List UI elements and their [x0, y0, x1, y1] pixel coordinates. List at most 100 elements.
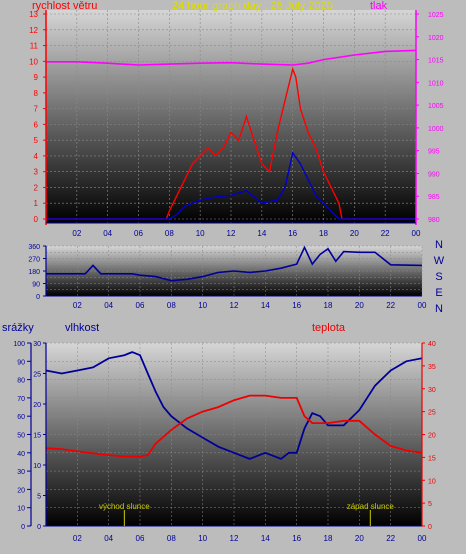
humidity-x-tick-label: 04 [104, 534, 113, 543]
wind-x-tick-label: 14 [257, 229, 266, 238]
rain-y-tick-label: 20 [17, 487, 25, 494]
wind-y-tick-label: 6 [34, 120, 39, 129]
series-temperature [45, 394, 423, 458]
wind-axis-label: rychlost větru [32, 0, 97, 12]
rain-y-tick-label: 10 [17, 506, 25, 513]
direction-y-tick-label: 0 [36, 294, 40, 301]
wind-x-tick-label: 02 [72, 229, 81, 238]
direction-y-tick-label: 360 [28, 244, 40, 251]
direction-y-tick-label: 270 [28, 257, 40, 264]
humidity-x-tick-label: 00 [418, 534, 427, 543]
pressure-y-tick-label: 995 [428, 149, 440, 156]
pressure-y-tick-label: 1025 [428, 12, 444, 19]
direction-x-tick-label: 16 [292, 301, 301, 310]
wind-y-tick-label: 3 [34, 168, 39, 177]
humidity-axis-label: vlhkost [65, 322, 99, 334]
wind-y-tick-label: 11 [30, 42, 39, 51]
temperature-y-tick-label: 35 [428, 364, 436, 371]
series-pressure [46, 49, 417, 66]
wind-x-tick-label: 00 [412, 229, 421, 238]
humidity-x-tick-label: 10 [198, 534, 207, 543]
direction-x-tick-label: 12 [230, 301, 239, 310]
direction-x-tick-label: 00 [418, 301, 427, 310]
pressure-axis-label: tlak [370, 0, 388, 12]
temperature-y-tick-label: 20 [428, 433, 436, 440]
direction-x-tick-label: 18 [324, 301, 333, 310]
chart-title: 24 hour graph day : 26 July 2020 [172, 0, 333, 12]
rain-y-tick-label: 0 [21, 524, 25, 531]
wind-y-tick-label: 10 [29, 57, 38, 66]
direction-x-tick-label: 02 [73, 301, 82, 310]
pressure-y-tick-label: 985 [428, 194, 440, 201]
rain-y-tick-label: 90 [17, 359, 25, 366]
direction-x-tick-label: 10 [198, 301, 207, 310]
wind-x-tick-label: 08 [165, 229, 174, 238]
wind-y-tick-label: 1 [34, 199, 39, 208]
wind-y-tick-label: 13 [29, 10, 38, 19]
temperature-y-tick-label: 15 [428, 455, 436, 462]
pressure-y-tick-label: 990 [428, 171, 440, 178]
wind-x-tick-label: 16 [288, 229, 297, 238]
sunset-label: západ slunce [347, 502, 395, 511]
compass-label-s: S [435, 271, 442, 283]
direction-y-tick-label: 90 [32, 282, 40, 289]
humidity-y-tick-label: 10 [33, 463, 41, 470]
series-humidity [45, 351, 423, 460]
humidity-y-tick-label: 25 [33, 372, 41, 379]
humidity-y-tick-label: 30 [33, 341, 41, 348]
humidity-x-tick-label: 08 [167, 534, 176, 543]
series-average [46, 151, 416, 220]
humidity-x-tick-label: 06 [136, 534, 145, 543]
direction-x-tick-label: 20 [355, 301, 364, 310]
compass-label-e: E [435, 287, 442, 299]
wind-y-tick-label: 5 [34, 136, 39, 145]
humidity-x-tick-label: 16 [292, 534, 301, 543]
wind-y-tick-label: 7 [34, 105, 39, 114]
humidity-x-tick-label: 20 [355, 534, 364, 543]
humidity-y-tick-label: 20 [33, 402, 41, 409]
wind-y-tick-label: 4 [34, 152, 39, 161]
temperature-y-tick-label: 0 [428, 524, 432, 531]
series-direction [46, 245, 423, 282]
humidity-y-tick-label: 0 [37, 524, 41, 531]
direction-y-tick-label: 180 [28, 269, 40, 276]
pressure-y-tick-label: 1015 [428, 58, 444, 65]
wind-x-tick-label: 12 [227, 229, 236, 238]
humidity-x-tick-label: 22 [386, 534, 395, 543]
wind-x-tick-label: 06 [134, 229, 143, 238]
temperature-y-tick-label: 5 [428, 501, 432, 508]
wind-x-tick-label: 20 [350, 229, 359, 238]
pressure-y-tick-label: 1005 [428, 103, 444, 110]
rain-axis-label: srážky [2, 322, 34, 334]
temperature-y-tick-label: 40 [428, 341, 436, 348]
rain-y-tick-label: 80 [17, 378, 25, 385]
compass-label-n: N [435, 239, 443, 251]
sunrise-label: východ slunce [99, 502, 150, 511]
wind-y-tick-label: 2 [34, 183, 39, 192]
wind-y-tick-label: 8 [34, 89, 39, 98]
humidity-x-tick-label: 18 [324, 534, 333, 543]
pressure-y-tick-label: 1010 [428, 80, 444, 87]
direction-x-tick-label: 04 [104, 301, 113, 310]
wind-x-tick-label: 04 [103, 229, 112, 238]
temperature-y-tick-label: 10 [428, 478, 436, 485]
wind-x-tick-label: 18 [319, 229, 328, 238]
wind-x-tick-label: 10 [196, 229, 205, 238]
pressure-y-tick-label: 1000 [428, 126, 444, 133]
series-gust [46, 66, 416, 220]
humidity-y-tick-label: 5 [37, 494, 41, 501]
rain-y-tick-label: 100 [13, 341, 25, 348]
direction-x-tick-label: 14 [261, 301, 270, 310]
temperature-y-tick-label: 30 [428, 387, 436, 394]
rain-y-tick-label: 30 [17, 469, 25, 476]
direction-x-tick-label: 08 [167, 301, 176, 310]
humidity-x-tick-label: 12 [230, 534, 239, 543]
direction-x-tick-label: 22 [386, 301, 395, 310]
direction-x-tick-label: 06 [136, 301, 145, 310]
wind-y-tick-label: 12 [29, 26, 38, 35]
wind-y-tick-label: 0 [34, 215, 39, 224]
humidity-y-tick-label: 15 [33, 433, 41, 440]
wind-y-tick-label: 9 [34, 73, 39, 82]
